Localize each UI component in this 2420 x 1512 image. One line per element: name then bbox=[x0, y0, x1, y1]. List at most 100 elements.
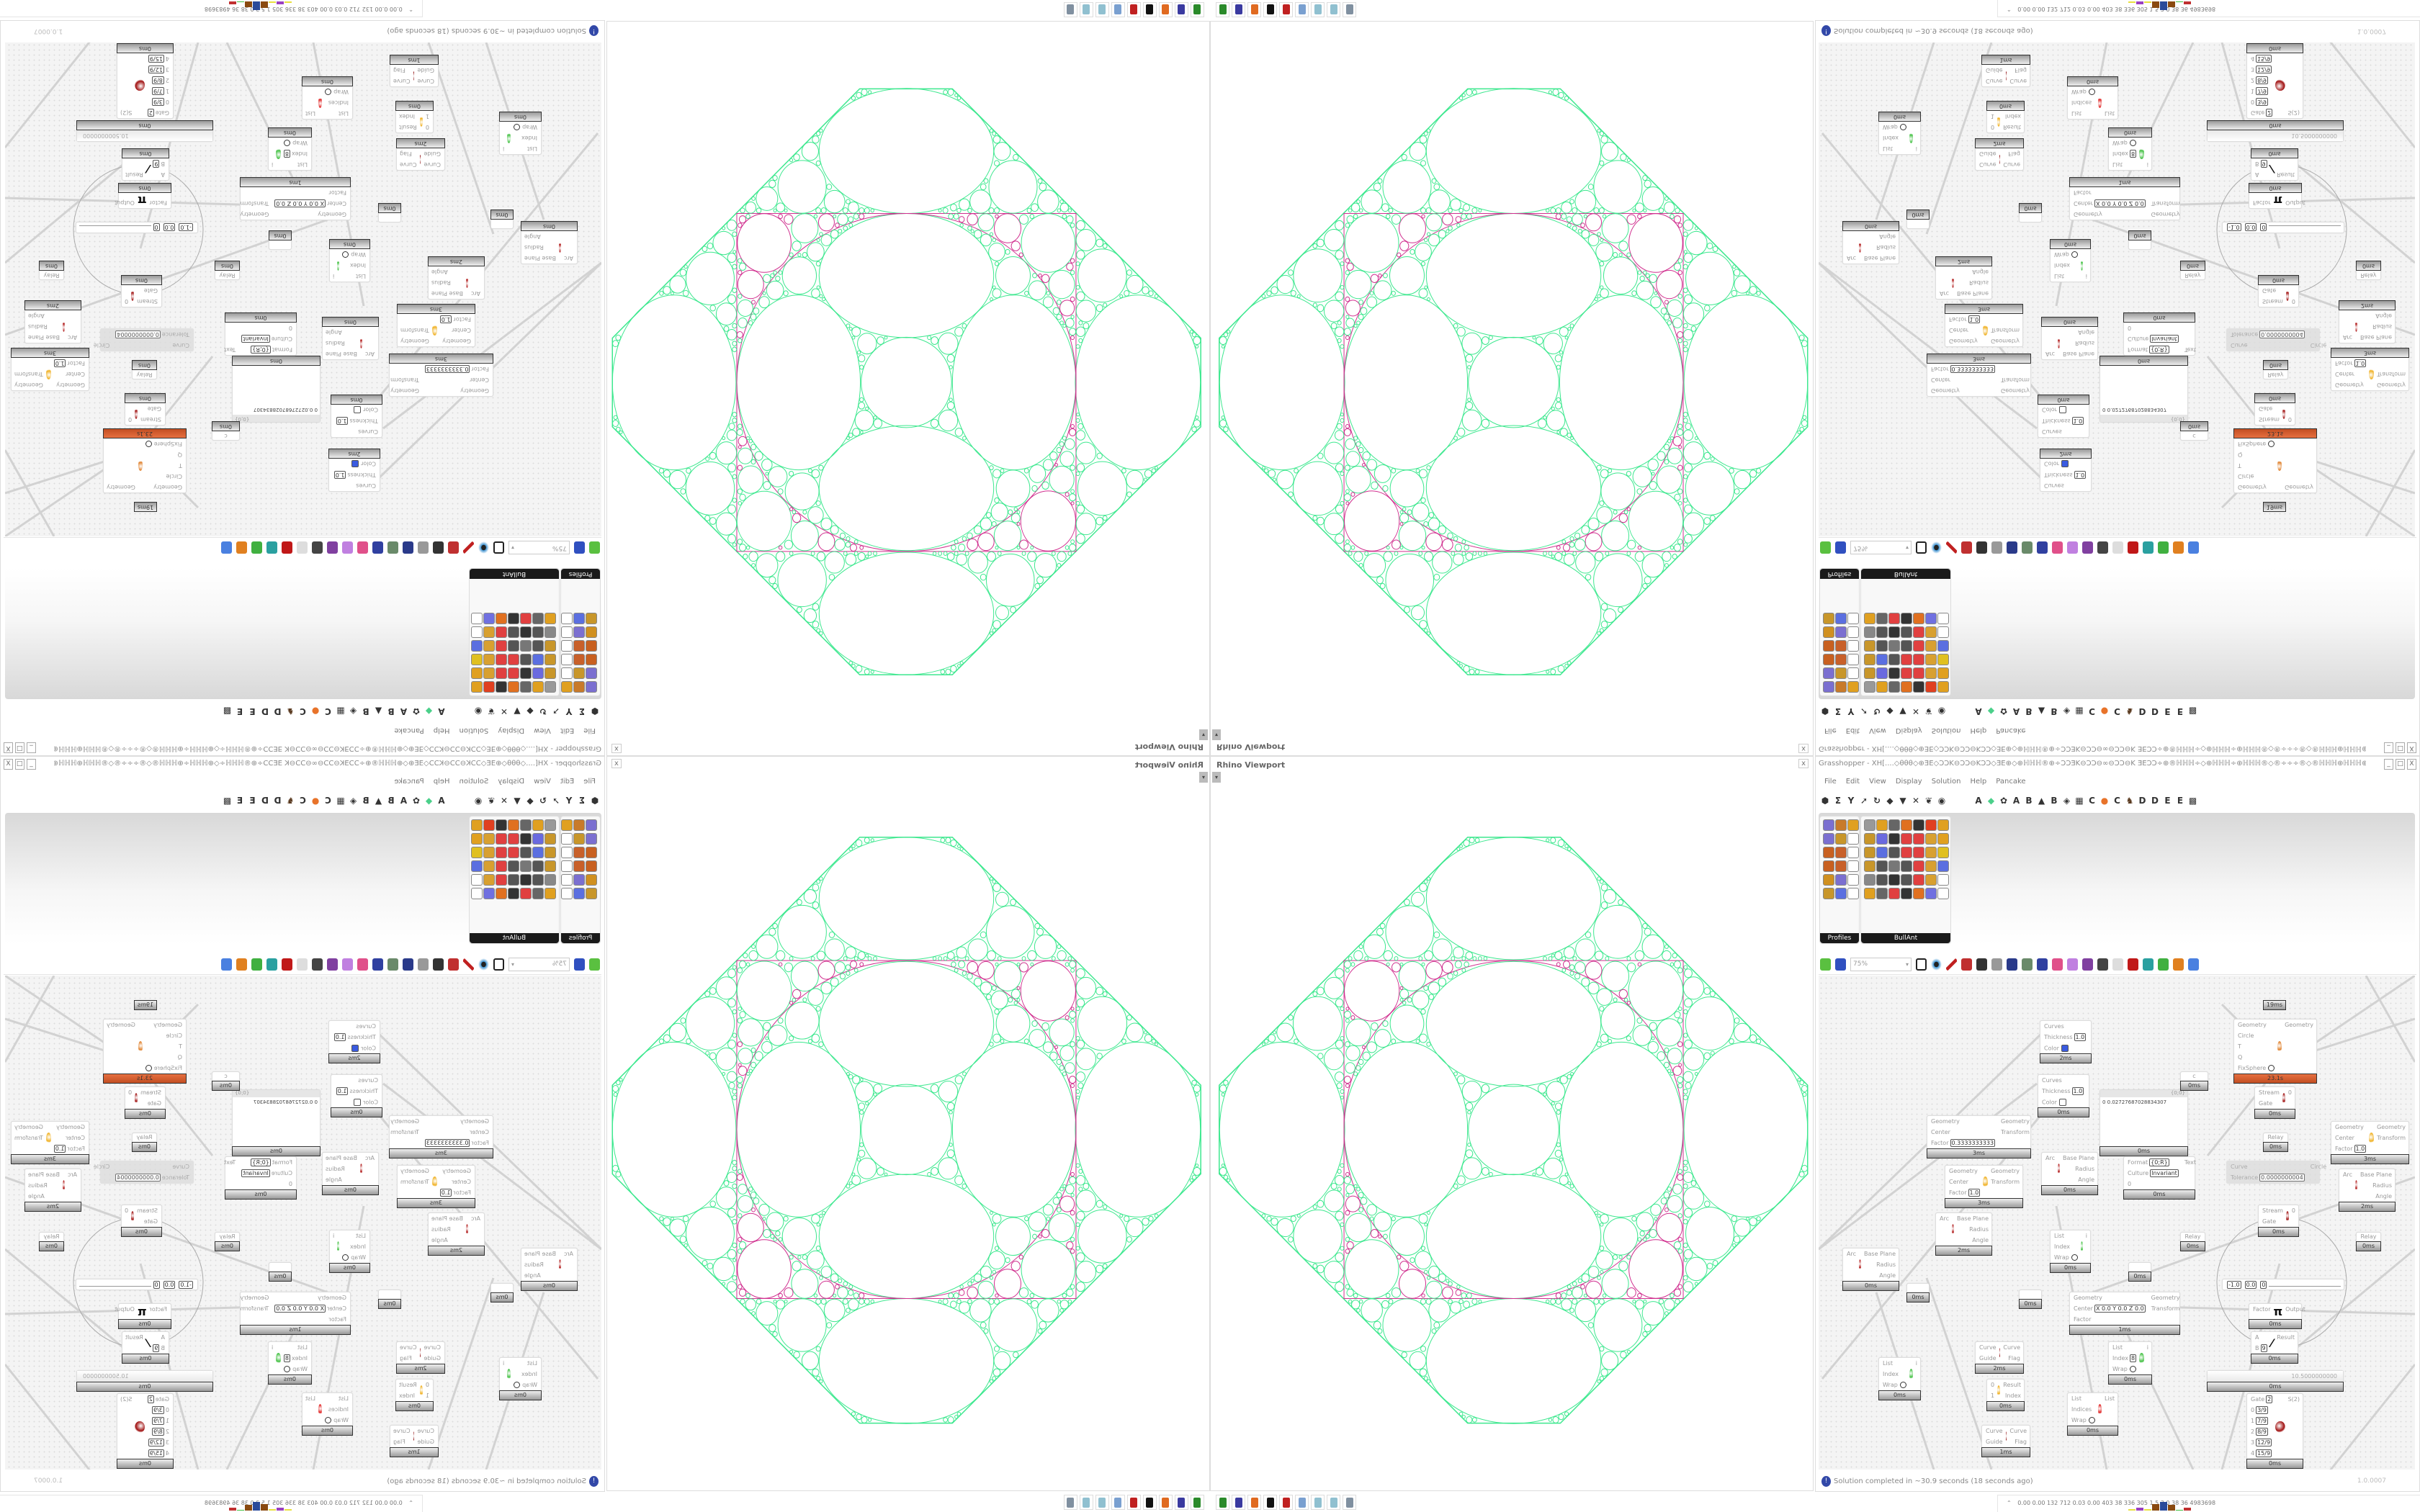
calculator-app-icon[interactable] bbox=[1295, 2, 1309, 17]
eye-icon[interactable]: ◉ bbox=[474, 706, 483, 716]
input-param[interactable]: Gate bbox=[2259, 405, 2280, 412]
param-value[interactable]: 9 bbox=[153, 160, 160, 168]
output-param[interactable]: Geometry bbox=[1991, 1168, 2020, 1175]
tab-d2-icon[interactable]: D bbox=[261, 706, 269, 716]
param-value[interactable]: 0.3333333333 bbox=[1950, 1139, 1996, 1147]
output-param[interactable]: Transform bbox=[400, 1179, 429, 1186]
input-param[interactable]: Geometry bbox=[440, 1168, 471, 1175]
component-icon[interactable] bbox=[1937, 681, 1949, 693]
input-param[interactable]: Index bbox=[1883, 134, 1906, 141]
component-icon[interactable] bbox=[573, 640, 585, 652]
open-file-icon[interactable] bbox=[589, 541, 600, 554]
param-value[interactable]: 8/9 bbox=[2256, 1428, 2268, 1436]
output-param[interactable]: Radius bbox=[28, 323, 60, 330]
input-param[interactable]: Factor bbox=[274, 1316, 347, 1323]
cross-icon[interactable]: ✕ bbox=[1912, 706, 1920, 716]
component-icon[interactable] bbox=[1847, 860, 1859, 872]
dice-icon[interactable] bbox=[2112, 541, 2123, 554]
sigma-icon[interactable]: Σ bbox=[1834, 706, 1842, 716]
input-param[interactable]: Color bbox=[2044, 460, 2086, 467]
input-param[interactable]: Wrap bbox=[1883, 1382, 1906, 1389]
input-param[interactable]: Gate bbox=[140, 1100, 161, 1107]
component-icon[interactable] bbox=[1913, 847, 1924, 858]
mountain-icon[interactable]: ▲ bbox=[2038, 796, 2045, 806]
eye-icon[interactable]: ◉ bbox=[474, 796, 483, 806]
component-icon[interactable] bbox=[1937, 640, 1949, 652]
output-param[interactable]: Text bbox=[224, 1159, 236, 1166]
output-param[interactable]: 0 bbox=[125, 297, 128, 305]
viewport-menu-dropdown[interactable]: ▾ bbox=[1199, 772, 1208, 783]
param-value[interactable]: 8/9 bbox=[2256, 76, 2268, 84]
save-file-icon[interactable] bbox=[1835, 541, 1846, 554]
component-icon[interactable] bbox=[483, 888, 495, 899]
toggle-circle[interactable] bbox=[1899, 1382, 1906, 1388]
bullant-panel-label[interactable]: BullAnt bbox=[470, 933, 559, 943]
tab-b2-icon[interactable]: B bbox=[2051, 706, 2058, 716]
component-node[interactable]: List Indices Wrap List 0ms bbox=[2067, 76, 2118, 120]
component-icon[interactable] bbox=[573, 874, 585, 886]
component-icon[interactable] bbox=[1847, 667, 1859, 679]
input-param[interactable]: Guide bbox=[1986, 66, 2003, 73]
output-param[interactable]: Base Plane bbox=[28, 333, 60, 341]
output-param[interactable]: Result bbox=[399, 1382, 417, 1389]
input-param[interactable]: 415/9 bbox=[148, 55, 169, 63]
output-param[interactable]: Circle bbox=[2311, 341, 2326, 348]
component-icon[interactable] bbox=[1847, 640, 1859, 652]
component-node[interactable]: Arc Base Plane Radius Angle 0ms bbox=[322, 1152, 379, 1195]
open-file-icon[interactable] bbox=[1820, 958, 1831, 971]
param-value[interactable]: {0;R} bbox=[251, 346, 271, 354]
branch-icon[interactable]: Y bbox=[565, 796, 573, 806]
component-icon[interactable] bbox=[1864, 640, 1876, 652]
egg-icon[interactable] bbox=[2097, 541, 2108, 554]
output-param[interactable]: Circle bbox=[94, 341, 109, 348]
output-param[interactable]: 0 bbox=[2288, 1089, 2292, 1097]
component-icon[interactable] bbox=[561, 681, 573, 693]
flower-icon[interactable]: ✿ bbox=[412, 796, 421, 806]
component-icon[interactable] bbox=[1888, 819, 1900, 831]
red-app-icon[interactable] bbox=[1279, 2, 1293, 17]
menu-item-file[interactable]: File bbox=[583, 726, 596, 734]
stats-expand-icon[interactable]: ⌃ bbox=[408, 6, 413, 12]
close-button[interactable]: X bbox=[2407, 742, 2416, 753]
input-param[interactable]: Stream bbox=[2262, 297, 2283, 305]
component-icon[interactable] bbox=[561, 847, 573, 858]
component-node[interactable]: Arc Base Plane Radius Angle 0ms bbox=[1842, 221, 1899, 264]
input-param[interactable]: Gate bbox=[2262, 1218, 2283, 1225]
param-value[interactable]: 9 bbox=[2260, 1344, 2267, 1352]
param-value[interactable]: 1.0 bbox=[439, 1189, 452, 1197]
output-param[interactable]: Circle bbox=[94, 1164, 109, 1171]
zoom-level-input[interactable]: 75% bbox=[508, 957, 570, 971]
input-param[interactable]: Factor bbox=[2253, 199, 2271, 206]
rhino-viewport[interactable]: Rhino Viewport x ▾ bbox=[606, 21, 1210, 756]
output-param[interactable]: Base Plane bbox=[326, 1155, 357, 1162]
output-param[interactable]: Geometry bbox=[2285, 483, 2313, 490]
component-icon[interactable] bbox=[1913, 819, 1924, 831]
component-icon[interactable] bbox=[1835, 833, 1847, 845]
output-param[interactable]: Flag bbox=[400, 1355, 417, 1362]
hook-icon[interactable]: ↻ bbox=[539, 706, 547, 716]
component-icon[interactable] bbox=[471, 681, 483, 693]
component-icon[interactable] bbox=[1925, 888, 1937, 899]
input-param[interactable]: Curve bbox=[417, 1428, 434, 1435]
input-param[interactable]: List bbox=[2054, 272, 2078, 279]
input-param[interactable]: Center bbox=[54, 370, 85, 377]
output-param[interactable]: Radius bbox=[431, 1226, 463, 1233]
minimize-button[interactable]: _ bbox=[27, 742, 36, 753]
input-param[interactable]: List bbox=[342, 272, 366, 279]
param-value[interactable]: 8 bbox=[283, 150, 290, 158]
component-icon[interactable] bbox=[471, 888, 483, 899]
input-param[interactable]: Center bbox=[54, 1135, 85, 1142]
search-icon[interactable] bbox=[372, 958, 383, 971]
output-param[interactable]: 0 bbox=[125, 1207, 128, 1215]
component-icon[interactable] bbox=[544, 640, 556, 652]
component-icon[interactable] bbox=[1888, 654, 1900, 665]
component-icon[interactable] bbox=[508, 874, 519, 886]
param-value[interactable]: 8 bbox=[283, 1354, 290, 1362]
